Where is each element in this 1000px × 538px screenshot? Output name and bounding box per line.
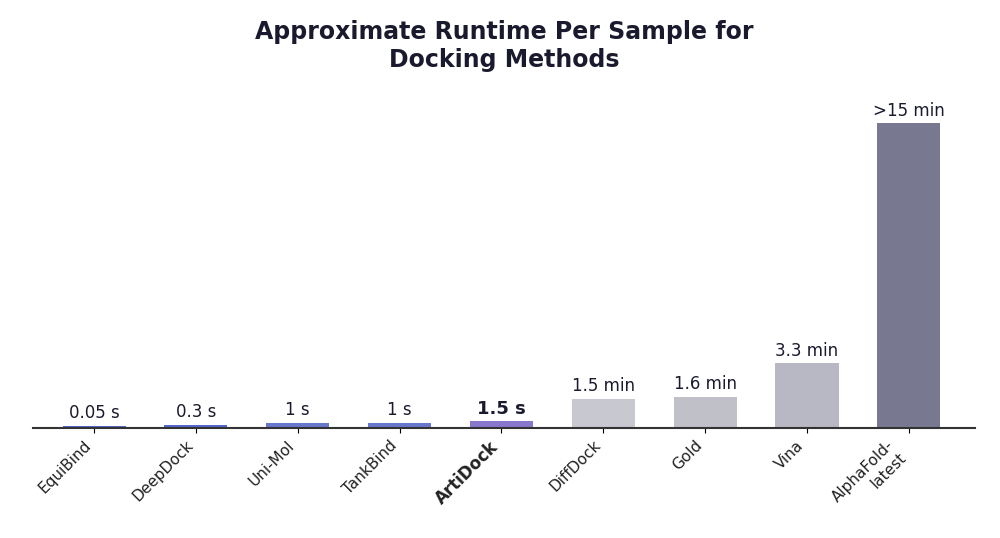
Text: 1.5 min: 1.5 min <box>572 377 635 395</box>
Text: 1 s: 1 s <box>285 401 310 419</box>
Text: 1 s: 1 s <box>387 401 412 419</box>
Text: 0.3 s: 0.3 s <box>176 403 216 421</box>
Text: 1.6 min: 1.6 min <box>674 375 737 393</box>
Bar <box>164 424 227 428</box>
Bar <box>368 422 431 428</box>
Bar <box>674 397 737 428</box>
Bar <box>572 399 635 428</box>
Bar <box>877 123 940 428</box>
Bar <box>266 422 329 428</box>
Text: 3.3 min: 3.3 min <box>775 342 839 359</box>
Bar <box>63 426 126 428</box>
Bar <box>470 421 533 428</box>
Text: 1.5 s: 1.5 s <box>477 400 526 417</box>
Text: 0.05 s: 0.05 s <box>69 404 119 422</box>
Bar <box>775 363 839 428</box>
Title: Approximate Runtime Per Sample for
Docking Methods: Approximate Runtime Per Sample for Docki… <box>255 20 753 72</box>
Text: >15 min: >15 min <box>873 102 945 119</box>
